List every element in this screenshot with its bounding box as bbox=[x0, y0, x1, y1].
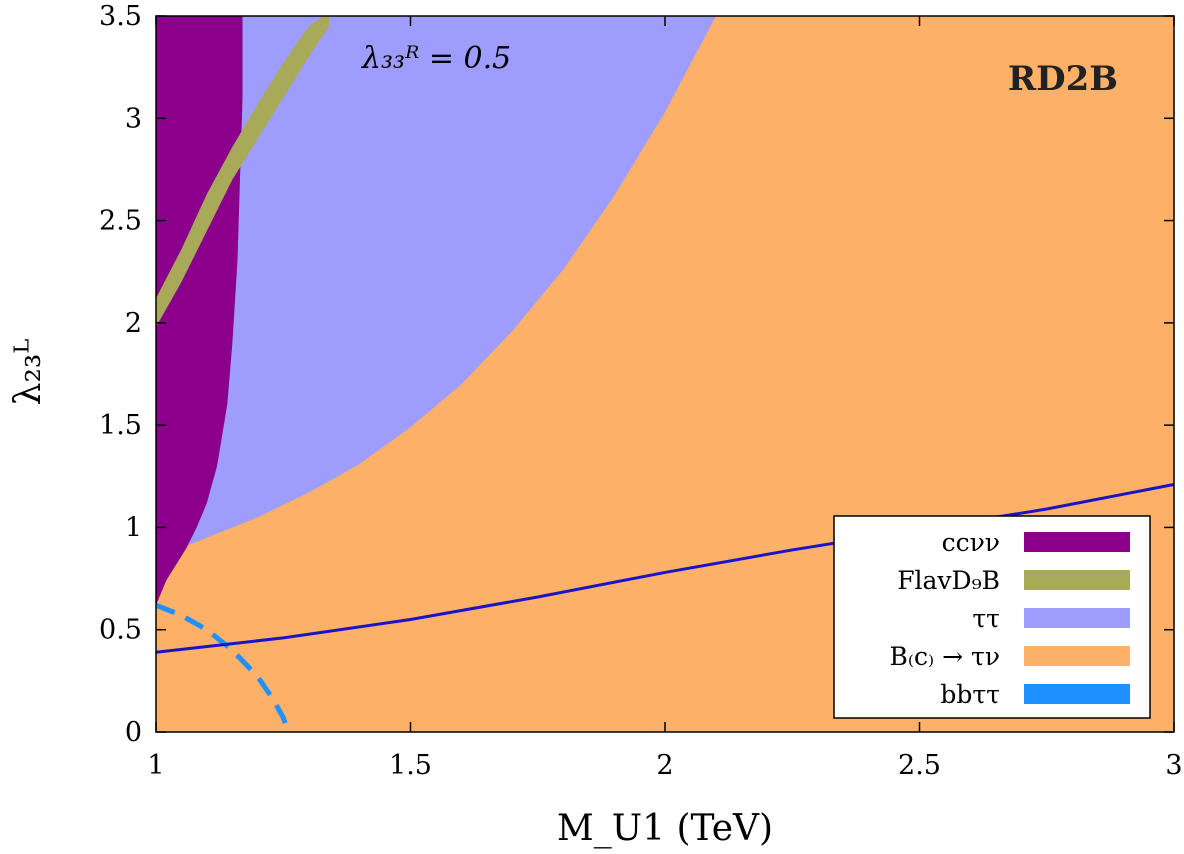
legend-label: ττ bbox=[972, 604, 1000, 633]
y-axis-label: λ₂₃ᴸ bbox=[8, 339, 49, 406]
x-tick-label: 3 bbox=[1165, 750, 1182, 781]
y-tick-label: 2.5 bbox=[99, 206, 142, 237]
legend-swatch bbox=[1024, 684, 1130, 704]
legend-swatch bbox=[1024, 646, 1130, 666]
y-tick-label: 3 bbox=[125, 103, 142, 134]
y-tick-label: 1 bbox=[125, 512, 142, 543]
x-tick-label: 1 bbox=[147, 750, 164, 781]
y-tick-label: 1.5 bbox=[99, 410, 142, 441]
region-tau-tau bbox=[156, 16, 716, 569]
legend-label: FlavD₉B bbox=[897, 566, 1000, 595]
axis-ticks: 1 1.5 2 2.5 3 0 0.5 1 1.5 2 2.5 3 3.5 bbox=[99, 1, 1183, 781]
legend-swatch bbox=[1024, 570, 1130, 590]
x-tick-label: 2.5 bbox=[898, 750, 941, 781]
x-tick-label: 2 bbox=[656, 750, 673, 781]
legend-swatch bbox=[1024, 532, 1130, 552]
region-flavd9b bbox=[156, 16, 330, 327]
x-axis-label: M_U1 (TeV) bbox=[557, 808, 773, 849]
y-tick-label: 3.5 bbox=[99, 1, 142, 32]
legend-swatch bbox=[1024, 608, 1130, 628]
coupling-annotation: λ₃₃ᴿ = 0.5 bbox=[361, 41, 511, 76]
legend-label: bbττ bbox=[940, 680, 1000, 709]
chart-title: RD2B bbox=[1008, 59, 1118, 99]
legend: ccνν FlavD₉B ττ B₍c₎ → τν bbττ bbox=[833, 515, 1151, 719]
line-bb-tau-tau bbox=[156, 602, 291, 732]
legend-label: B₍c₎ → τν bbox=[889, 642, 1000, 671]
y-tick-label: 0.5 bbox=[99, 615, 142, 646]
y-tick-label: 2 bbox=[125, 308, 142, 339]
legend-label: ccνν bbox=[942, 528, 1000, 557]
y-tick-label: 0 bbox=[125, 717, 142, 748]
x-tick-label: 1.5 bbox=[389, 750, 432, 781]
region-cc-nu-nu bbox=[156, 16, 243, 606]
